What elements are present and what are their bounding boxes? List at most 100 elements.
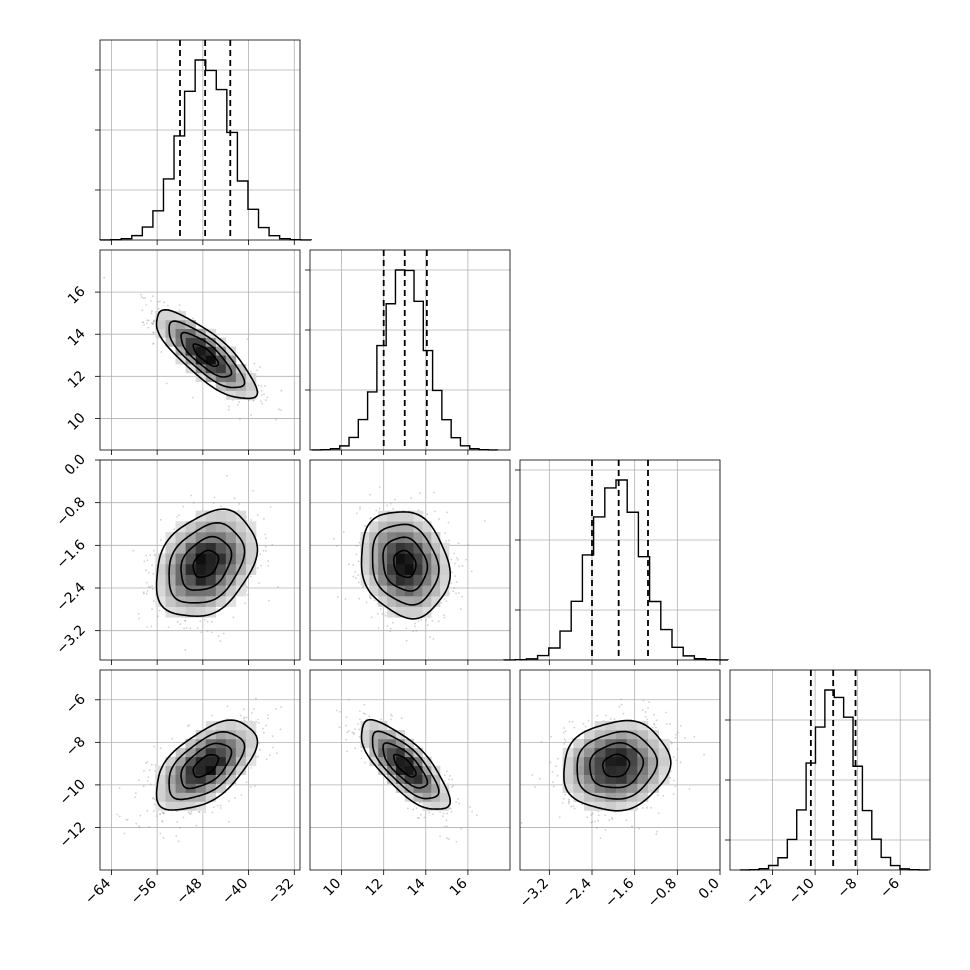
scatter-point xyxy=(147,326,150,329)
density-cell xyxy=(215,783,227,793)
scatter-point xyxy=(406,807,409,810)
scatter-point xyxy=(143,560,146,563)
density-cell xyxy=(404,574,414,586)
x-tick-label: 14 xyxy=(405,875,429,899)
density-cell xyxy=(185,319,196,330)
density-cell xyxy=(205,510,217,522)
contour-line xyxy=(192,549,220,579)
scatter-point xyxy=(146,761,149,763)
density-cell xyxy=(648,730,659,740)
scatter-point xyxy=(369,517,372,520)
density-cell xyxy=(195,337,207,347)
scatter-point xyxy=(432,813,434,816)
density-cell xyxy=(235,585,247,597)
scatter-point xyxy=(155,815,158,818)
x-tick-label: −12 xyxy=(743,876,775,908)
scatter-point xyxy=(591,820,594,823)
density-cell xyxy=(605,765,617,775)
contour-line xyxy=(371,523,440,606)
density-cell xyxy=(648,756,659,767)
scatter-point xyxy=(465,558,467,561)
scatter-point xyxy=(604,828,607,831)
scatter-point xyxy=(147,586,150,588)
density-cell xyxy=(245,553,257,565)
scatter-point xyxy=(280,409,283,412)
scatter-point xyxy=(336,596,339,598)
density-cell xyxy=(235,372,247,383)
scatter-point xyxy=(150,310,153,313)
scatter-point xyxy=(377,612,379,615)
density-cell xyxy=(616,774,627,784)
density-cell xyxy=(616,721,627,731)
scatter-point xyxy=(450,582,453,584)
scatter-point xyxy=(177,840,180,843)
scatter-point xyxy=(219,640,222,643)
scatter-point xyxy=(145,304,148,306)
density-cell xyxy=(195,774,207,784)
scatter-point xyxy=(184,619,187,622)
scatter-point xyxy=(142,591,145,594)
scatter-point xyxy=(178,304,181,306)
scatter-point xyxy=(152,343,155,345)
scatter-point xyxy=(451,778,454,781)
density-cell xyxy=(605,721,617,731)
scatter-point xyxy=(146,559,149,562)
density-cell xyxy=(185,756,196,767)
scatter-point xyxy=(159,747,162,750)
scatter-point xyxy=(257,384,260,387)
scatter-point xyxy=(581,803,584,806)
density-cell xyxy=(225,721,237,731)
scatter-point xyxy=(153,810,155,812)
scatter-point xyxy=(674,785,677,788)
scatter-point xyxy=(259,748,261,751)
density-cell xyxy=(431,774,441,784)
scatter-point xyxy=(358,710,361,712)
density-cell xyxy=(225,596,237,607)
density-cell xyxy=(378,721,388,731)
scatter-point xyxy=(461,564,464,567)
scatter-point xyxy=(426,624,429,626)
scatter-point xyxy=(378,507,381,510)
scatter-point xyxy=(165,382,168,385)
density-cell xyxy=(573,747,585,758)
scatter-point xyxy=(390,718,392,721)
scatter-point xyxy=(651,726,654,729)
scatter-point xyxy=(357,560,360,563)
scatter-point xyxy=(162,812,165,814)
contour-line xyxy=(371,730,440,800)
scatter-point xyxy=(188,812,191,815)
density-cell xyxy=(404,564,414,575)
y-tick-label: 10 xyxy=(65,410,89,434)
density-cell xyxy=(235,510,247,522)
scatter-point xyxy=(250,766,253,769)
density-cell xyxy=(369,574,379,586)
scatter-point xyxy=(203,619,206,621)
density-cell xyxy=(369,721,379,731)
scatter-point xyxy=(265,549,268,552)
scatter-point xyxy=(152,331,155,334)
density-cell xyxy=(175,585,186,597)
density-cell xyxy=(195,364,207,374)
density-cell xyxy=(378,521,388,533)
density-cell xyxy=(626,774,638,784)
density-cell xyxy=(185,585,196,597)
panel-1-1 xyxy=(305,249,511,455)
scatter-point xyxy=(370,597,373,600)
scatter-point xyxy=(163,301,166,304)
scatter-point xyxy=(257,718,259,721)
scatter-point xyxy=(590,814,593,816)
scatter-point xyxy=(644,715,647,718)
y-tick-label: 12 xyxy=(65,368,89,392)
scatter-point xyxy=(458,802,461,805)
density-cell xyxy=(369,756,379,767)
scatter-point xyxy=(265,724,267,727)
density-cell xyxy=(422,792,432,802)
histogram-step xyxy=(739,689,929,871)
density-cell xyxy=(422,801,432,811)
density-cell xyxy=(175,346,186,356)
density-cell xyxy=(626,730,638,740)
scatter-point xyxy=(360,757,363,760)
scatter-point xyxy=(443,616,446,619)
histogram-step xyxy=(503,479,729,661)
scatter-point xyxy=(443,774,446,777)
